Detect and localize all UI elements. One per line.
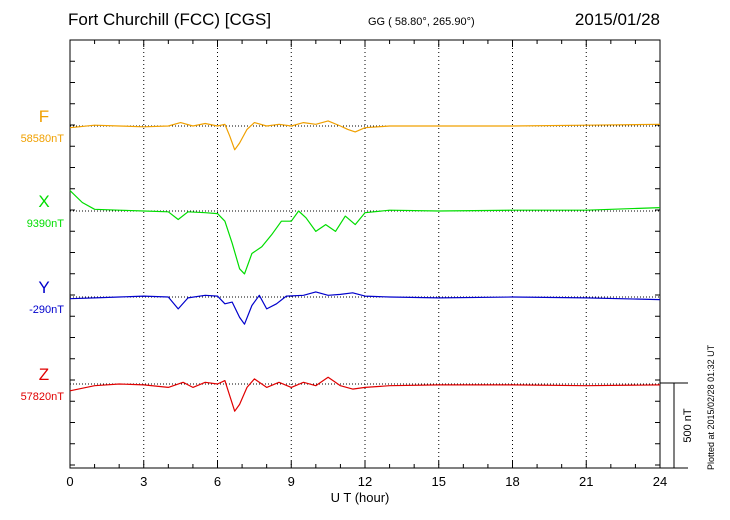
x-tick-label: 3	[140, 474, 147, 489]
x-tick-label: 15	[432, 474, 446, 489]
plot-date: 2015/01/28	[574, 10, 660, 29]
geographic-coords: GG ( 58.80°, 265.90°)	[368, 16, 475, 28]
x-tick-label: 9	[288, 474, 295, 489]
series-baseline-label-f: 58580nT	[21, 133, 65, 145]
x-tick-label: 24	[653, 474, 667, 489]
scale-bar-label: 500 nT	[682, 408, 694, 443]
series-name-z: Z	[39, 365, 49, 384]
series-line-z	[69, 376, 661, 412]
series-baseline-label-y: -290nT	[29, 304, 64, 316]
series-line-y	[69, 291, 661, 325]
series-name-y: Y	[38, 278, 49, 297]
x-tick-label: 18	[505, 474, 519, 489]
series-name-x: X	[38, 192, 49, 211]
station-title: Fort Churchill (FCC) [CGS]	[68, 10, 272, 29]
x-tick-label: 0	[66, 474, 73, 489]
x-tick-label: 6	[214, 474, 221, 489]
series-line-x	[69, 190, 661, 275]
series-line-f	[69, 120, 661, 151]
series-baseline-label-x: 9390nT	[27, 218, 65, 230]
series-name-f: F	[39, 107, 49, 126]
x-axis-label: U T (hour)	[331, 490, 390, 505]
series-baseline-label-z: 57820nT	[21, 391, 65, 403]
x-tick-label: 21	[579, 474, 593, 489]
x-tick-label: 12	[358, 474, 372, 489]
